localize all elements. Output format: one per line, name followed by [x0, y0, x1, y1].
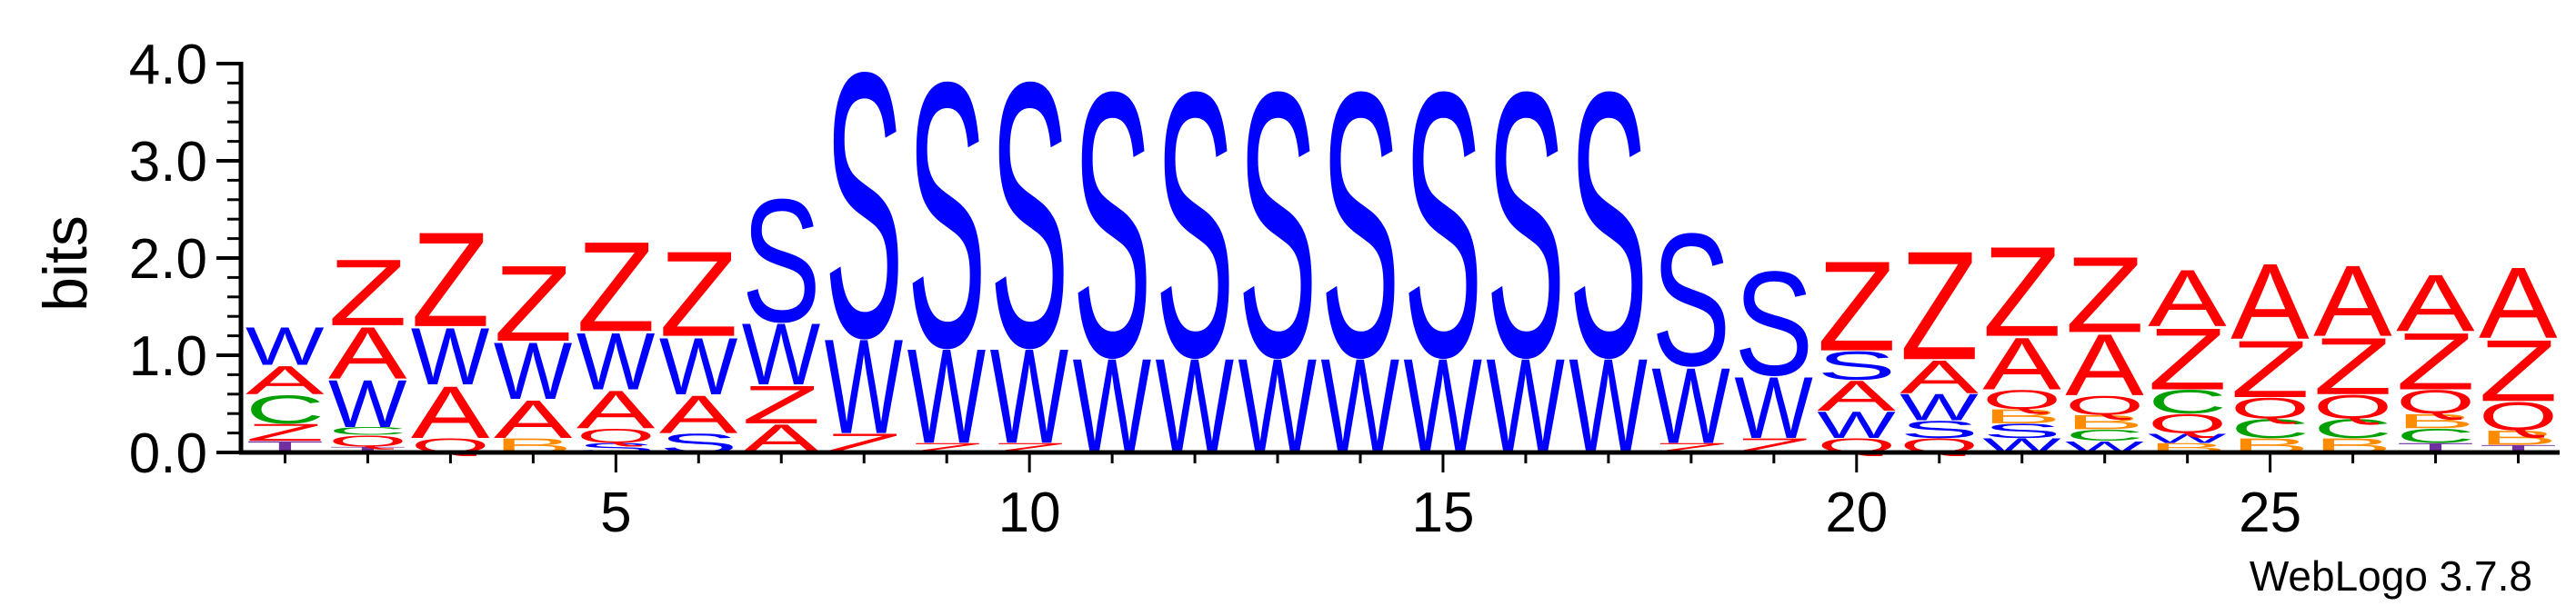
y-tick-label: 3.0 — [129, 131, 207, 194]
logo-letter-A-pos-24: A — [2148, 253, 2227, 343]
logo-letter-S-pos-15: S — [1404, 15, 1483, 436]
logo-letter-C-pos-1: C — [246, 387, 325, 432]
logo-letter-Q-pos-23: Q — [2065, 391, 2144, 421]
logo-letter-Z-pos-23: Z — [2065, 233, 2144, 354]
logo-letter-A-pos-21: A — [1899, 350, 1979, 402]
logo-letter-A-pos-22: A — [1982, 323, 2061, 405]
logo-letter-S-pos-19: S — [1734, 241, 1813, 406]
logo-letter-W-pos-7: W — [742, 305, 821, 403]
logo-letter-S-pos-12: S — [1156, 15, 1235, 436]
logo-letter-C-pos-27: C — [2396, 424, 2475, 447]
logo-letter-T-pos-2: T — [328, 445, 407, 454]
x-tick-label: 20 — [1825, 482, 1888, 544]
logo-letter-Z-pos-6: Z — [659, 227, 738, 363]
logo-letter-A-pos-5: A — [576, 380, 656, 440]
x-tick-label: 10 — [998, 482, 1061, 544]
logo-letter-S-pos-20: S — [1817, 343, 1896, 388]
logo-letter-Q-pos-24: Q — [2148, 409, 2227, 439]
logo-letter-A-pos-26: A — [2313, 243, 2392, 357]
logo-letter-S-pos-16: S — [1486, 15, 1565, 436]
x-tick-label: 25 — [2239, 482, 2301, 544]
logo-letter-W-pos-10: W — [990, 322, 1069, 472]
logo-letter-Z-pos-25: Z — [2230, 324, 2310, 415]
logo-letter-Z-pos-5: Z — [576, 216, 656, 359]
logo-letter-Z-pos-28: Z — [2479, 322, 2558, 420]
logo-letter-Z-pos-27: Z — [2396, 316, 2475, 407]
logo-letter-Q-pos-27: Q — [2396, 383, 2475, 421]
logo-letter-C-pos-25: C — [2230, 413, 2310, 443]
logo-letter-Q-pos-5: Q — [576, 424, 656, 447]
logo-letter-A-pos-28: A — [2479, 245, 2558, 359]
logo-letter-W-pos-6: W — [659, 322, 737, 412]
logo-letter-S-pos-10: S — [990, 5, 1069, 426]
logo-letter-W-pos-9: W — [907, 322, 987, 472]
letter-stacks: TZCAWTQCWAZQAWZBAWZSQAWZSAWZAZWSZWSZWSZW… — [246, 0, 2558, 482]
logo-letter-C-pos-23: C — [2065, 426, 2144, 444]
logo-letter-A-pos-23: A — [2065, 316, 2144, 414]
logo-letter-C-pos-2: C — [328, 425, 407, 437]
logo-letter-W-pos-1: W — [246, 317, 325, 377]
weblogo-version-label: WebLogo 3.7.8 — [2250, 552, 2532, 600]
logo-letter-S-pos-17: S — [1569, 15, 1648, 436]
logo-letter-W-pos-2: W — [328, 366, 407, 442]
logo-letter-Z-pos-21: Z — [1899, 220, 1979, 392]
y-axis-label: bits — [31, 215, 100, 312]
logo-letter-Q-pos-28: Q — [2479, 394, 2558, 440]
logo-letter-A-pos-27: A — [2396, 257, 2475, 348]
logo-letter-Q-pos-25: Q — [2230, 392, 2310, 425]
logo-letter-Q-pos-26: Q — [2313, 388, 2392, 425]
logo-letter-Z-pos-3: Z — [411, 204, 490, 354]
logo-letter-Z-pos-24: Z — [2148, 310, 2227, 408]
logo-letter-A-pos-20: A — [1817, 372, 1896, 420]
logo-letter-Z-pos-2: Z — [328, 240, 407, 345]
logo-letter-Z-pos-1: Z — [246, 419, 325, 446]
logo-letter-A-pos-4: A — [494, 390, 573, 450]
logo-letter-S-pos-22: S — [1982, 420, 2061, 442]
logo-letter-W-pos-24: W — [2148, 431, 2227, 446]
logo-letter-S-pos-14: S — [1321, 15, 1400, 436]
logo-letter-S-pos-18: S — [1651, 194, 1730, 405]
logo-letter-W-pos-8: W — [825, 312, 904, 462]
logo-letter-Z-pos-26: Z — [2313, 321, 2392, 412]
logo-letter-W-pos-3: W — [411, 312, 489, 402]
logo-letter-B-pos-23: B — [2065, 411, 2144, 433]
logo-letter-W-pos-5: W — [576, 317, 655, 408]
logo-letter-C-pos-26: C — [2313, 413, 2392, 443]
logo-letter-A-pos-2: A — [328, 312, 407, 394]
y-tick-label: 1.0 — [129, 325, 207, 388]
logo-letter-Z-pos-7: Z — [742, 374, 821, 434]
logo-letter-A-pos-3: A — [411, 371, 490, 453]
logo-letter-B-pos-28: B — [2479, 426, 2558, 449]
logo-letter-W-pos-20: W — [1817, 404, 1895, 446]
logo-letter-S-pos-9: S — [907, 5, 987, 426]
logo-letter-A-pos-25: A — [2230, 242, 2310, 363]
logo-letter-W-pos-19: W — [1734, 359, 1813, 457]
logo-letter-S-pos-11: S — [1073, 15, 1152, 436]
logo-letter-Z-pos-4: Z — [494, 243, 573, 363]
logo-letter-S-pos-21: S — [1899, 416, 1979, 443]
logo-letter-Z-pos-22: Z — [1982, 221, 2061, 363]
logo-letter-Q-pos-2: Q — [328, 432, 407, 451]
x-tick-label: 5 — [600, 482, 631, 544]
logo-letter-A-pos-1: A — [246, 357, 325, 402]
logo-letter-B-pos-22: B — [1982, 405, 2061, 428]
logo-letter-W-pos-18: W — [1651, 346, 1729, 466]
y-tick-label: 4.0 — [129, 34, 207, 96]
x-tick-label: 15 — [1411, 482, 1474, 544]
logo-letter-W-pos-21: W — [1899, 387, 1978, 429]
y-tick-label: 2.0 — [129, 228, 207, 291]
logo-letter-S-pos-13: S — [1238, 15, 1318, 436]
logo-letter-A-pos-6: A — [659, 385, 738, 445]
logo-letter-Z-pos-20: Z — [1817, 235, 1896, 378]
logo-letter-W-pos-4: W — [494, 326, 572, 417]
y-tick-label: 0.0 — [129, 422, 207, 485]
logo-letter-S-pos-8: S — [825, 0, 904, 417]
logo-letter-B-pos-27: B — [2396, 410, 2475, 432]
logo-letter-Q-pos-22: Q — [1982, 384, 2061, 414]
logo-letter-C-pos-24: C — [2148, 382, 2227, 421]
logo-letter-S-pos-7: S — [742, 163, 821, 359]
axes: 0.0 1.0 2.0 3.0 4.0 5 10 15 20 25 — [129, 34, 2560, 544]
